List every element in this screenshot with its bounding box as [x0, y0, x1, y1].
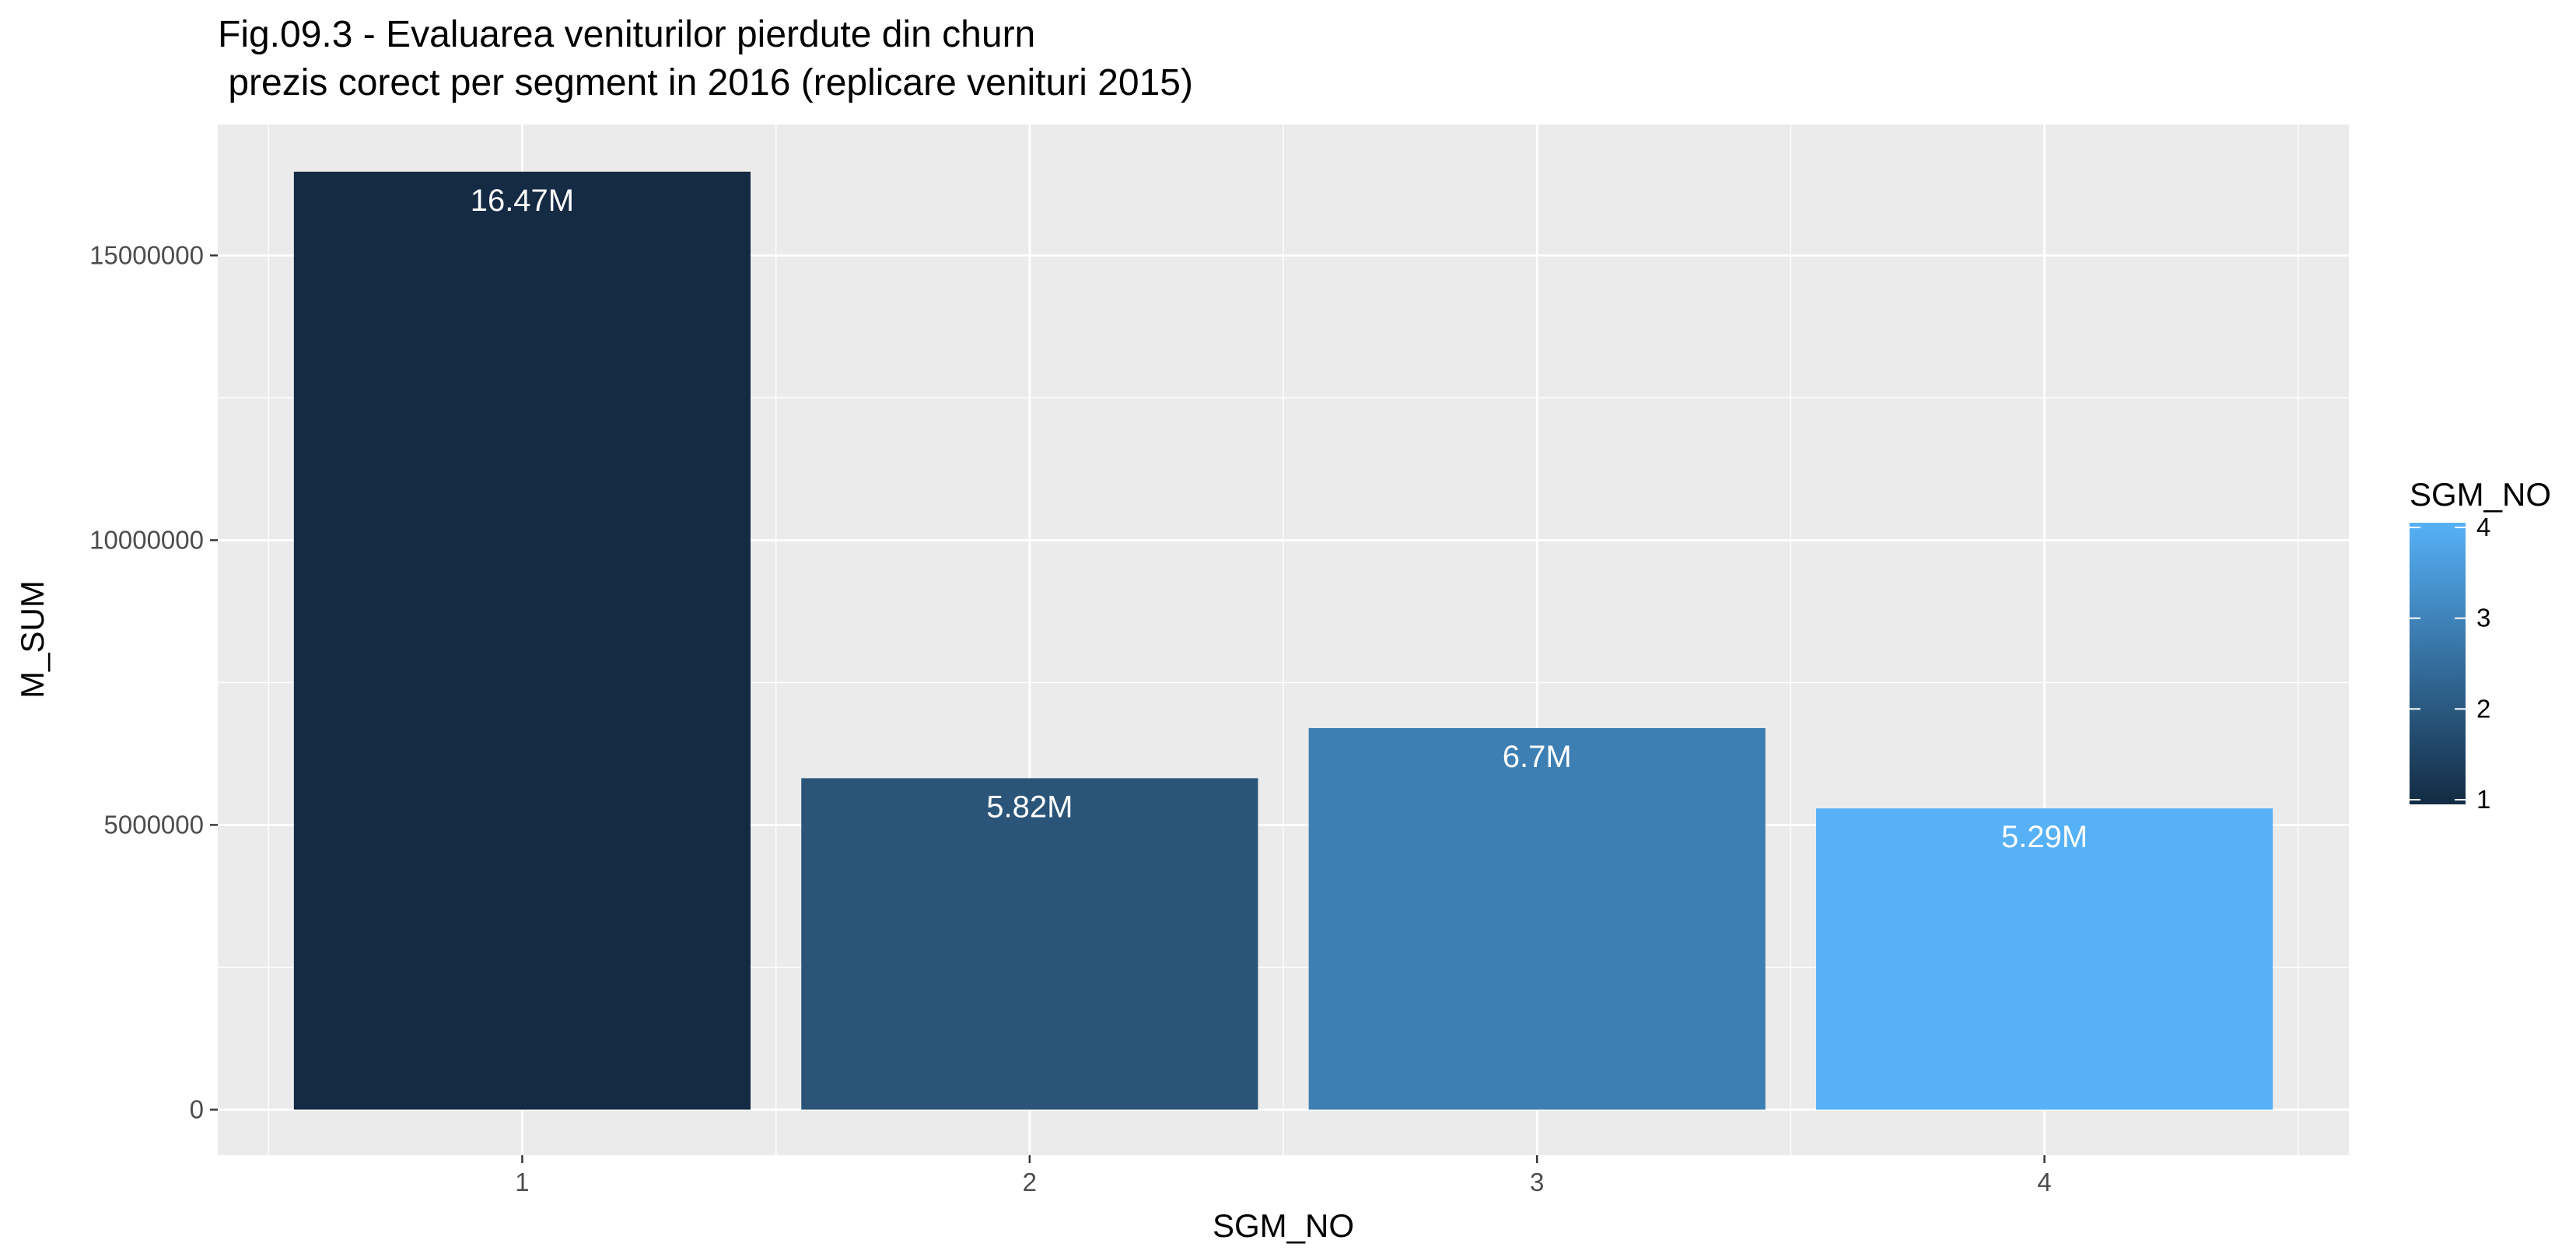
x-axis: 1 2 3 4 [515, 1155, 2052, 1196]
y-tick-label: 0 [190, 1095, 204, 1123]
bar-segment-4 [1816, 808, 2273, 1110]
bar-segment-1 [293, 171, 751, 1110]
bar-label-1: 16.47M [471, 184, 574, 218]
y-axis-title: M_SUM [14, 580, 51, 699]
x-axis-title: SGM_NO [1213, 1207, 1354, 1244]
legend-title: SGM_NO [2410, 476, 2551, 513]
legend-ticks: 1 2 3 4 [2410, 513, 2490, 814]
bars [293, 171, 2273, 1110]
legend-colorbar [2410, 523, 2466, 804]
y-tick-label: 10000000 [89, 525, 204, 554]
y-axis: 0 5000000 10000000 15000000 [89, 240, 218, 1123]
legend-tick-label: 1 [2476, 785, 2490, 814]
x-tick-label: 3 [1530, 1168, 1544, 1196]
bar-segment-3 [1308, 727, 1766, 1110]
x-tick-label: 1 [515, 1168, 529, 1196]
x-tick-label: 2 [1023, 1168, 1037, 1196]
bar-label-4: 5.29M [2001, 820, 2088, 854]
bar-label-3: 6.7M [1503, 740, 1572, 774]
legend-tick-label: 2 [2476, 694, 2490, 723]
bar-segment-2 [801, 778, 1258, 1110]
legend-tick-label: 4 [2476, 513, 2490, 541]
bar-label-2: 5.82M [986, 790, 1073, 824]
chart-title: Fig.09.3 - Evaluarea veniturilor pierdut… [218, 14, 1035, 55]
y-tick-label: 5000000 [104, 810, 204, 839]
legend: SGM_NO 1 2 3 4 [2410, 476, 2551, 814]
x-tick-label: 4 [2037, 1168, 2051, 1196]
chart-subtitle: prezis corect per segment in 2016 (repli… [218, 62, 1193, 103]
legend-tick-label: 3 [2476, 604, 2490, 632]
y-tick-label: 15000000 [89, 240, 204, 269]
bar-labels: 16.47M 5.82M 6.7M 5.29M [471, 184, 2088, 854]
